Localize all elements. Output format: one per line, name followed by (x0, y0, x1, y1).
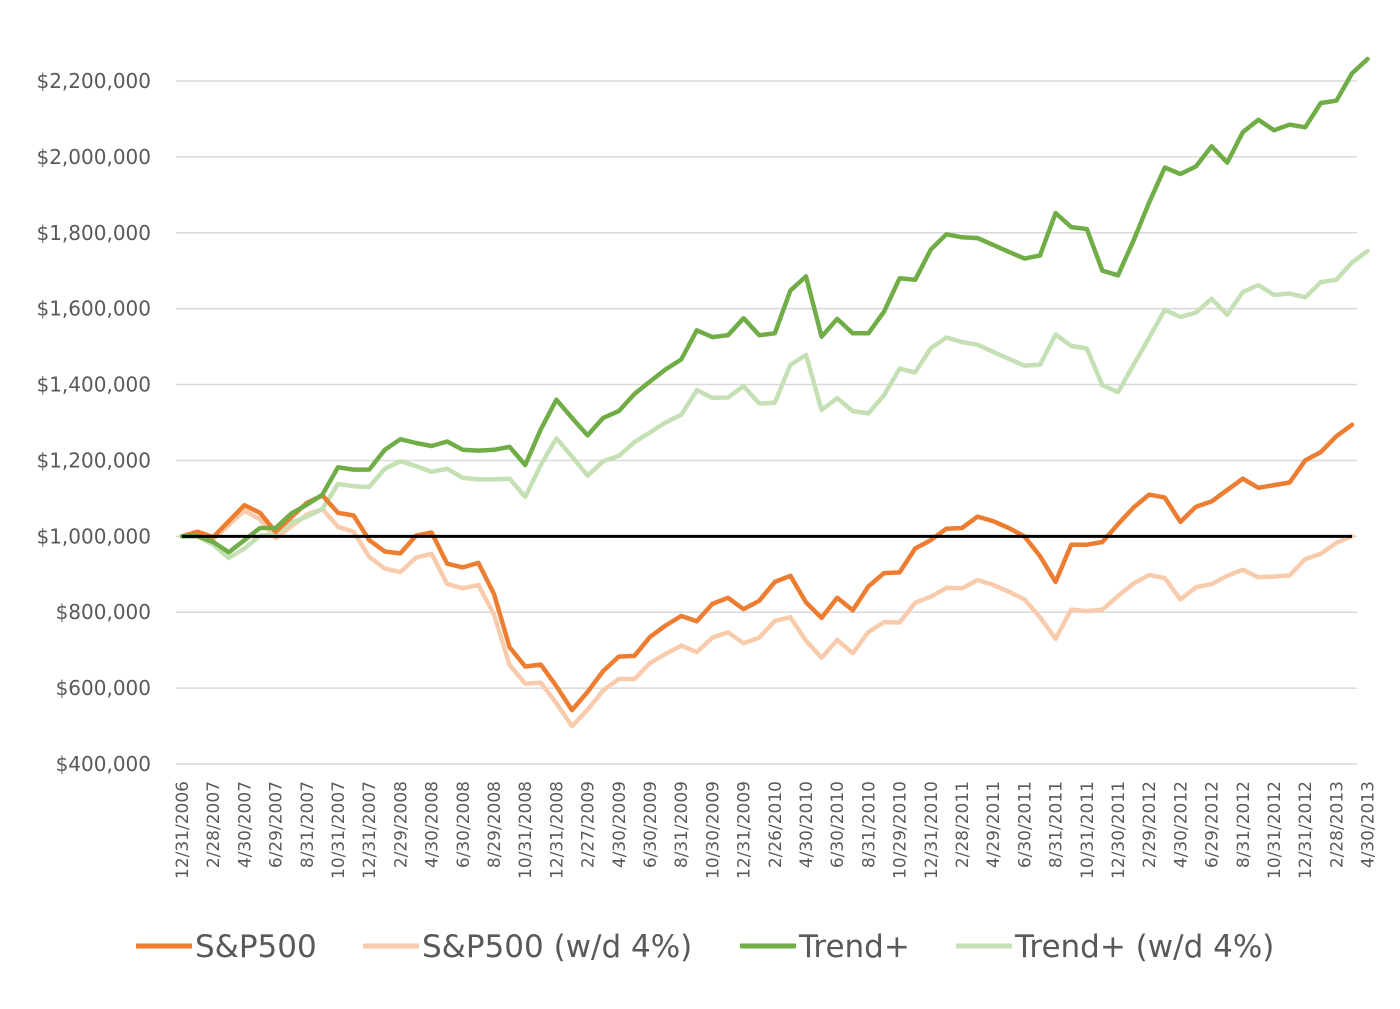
x-tick-label: 12/31/2008 (547, 781, 567, 879)
legend-item: Trend+ (w/d 4%) (956, 929, 1274, 965)
x-tick-label: 2/28/2013 (1327, 781, 1347, 868)
legend: S&P500 S&P500 (w/d 4%) Trend+ Trend+ (w/d 4… (136, 929, 1274, 965)
y-axis-tick-labels: $400,000 $600,000 $800,000 $1,000,000 $1,200… (36, 69, 151, 776)
x-tick-label: 2/28/2011 (953, 781, 973, 868)
x-tick-label: 8/31/2011 (1047, 781, 1067, 868)
x-tick-label: 6/30/2008 (454, 781, 474, 868)
x-tick-label: 10/29/2010 (891, 781, 911, 879)
legend-label: S&P500 (w/d 4%) (422, 929, 692, 965)
x-tick-label: 12/31/2007 (360, 781, 380, 879)
y-tick-label: $2,000,000 (36, 145, 151, 169)
x-tick-label: 4/30/2009 (610, 781, 630, 868)
legend-label: S&P500 (195, 929, 317, 965)
x-tick-label: 10/30/2009 (703, 781, 723, 879)
y-tick-label: $400,000 (56, 752, 151, 776)
x-tick-label: 2/27/2009 (579, 781, 599, 868)
x-tick-label: 8/31/2007 (298, 781, 318, 868)
x-tick-label: 4/29/2011 (984, 781, 1004, 868)
legend-item: S&P500 (136, 929, 317, 965)
x-tick-label: 4/30/2013 (1359, 781, 1379, 868)
x-tick-label: 10/31/2008 (516, 781, 536, 879)
y-tick-label: $1,000,000 (36, 524, 151, 548)
x-tick-label: 12/31/2010 (922, 781, 942, 879)
legend-label: Trend+ (798, 929, 910, 965)
y-tick-label: $1,600,000 (36, 297, 151, 321)
x-tick-label: 8/31/2010 (859, 781, 879, 868)
x-tick-label: 6/30/2009 (641, 781, 661, 868)
x-tick-label: 12/30/2011 (1109, 781, 1129, 879)
x-tick-label: 8/31/2009 (672, 781, 692, 868)
y-tick-label: $1,800,000 (36, 221, 151, 245)
x-tick-label: 2/26/2010 (766, 781, 786, 868)
legend-item: Trend+ (740, 929, 910, 965)
x-tick-label: 6/29/2007 (267, 781, 287, 868)
x-tick-label: 6/29/2012 (1203, 781, 1223, 868)
x-tick-label: 10/31/2007 (329, 781, 349, 879)
series-lines (179, 56, 1370, 729)
x-axis-tick-labels: 12/31/2006 2/28/2007 4/30/2007 6/29/2007 8/3… (173, 781, 1379, 879)
x-tick-label: 4/30/2010 (797, 781, 817, 868)
y-tick-label: $600,000 (56, 676, 151, 700)
x-tick-label: 4/30/2008 (423, 781, 443, 868)
series-line-trend (179, 56, 1370, 555)
x-tick-label: 10/31/2011 (1078, 781, 1098, 879)
gridlines (176, 80, 1357, 765)
legend-label: Trend+ (w/d 4%) (1014, 929, 1274, 965)
legend-item: S&P500 (w/d 4%) (363, 929, 692, 965)
x-tick-label: 6/30/2010 (828, 781, 848, 868)
x-tick-label: 6/30/2011 (1015, 781, 1035, 868)
x-tick-label: 12/31/2006 (173, 781, 193, 879)
x-tick-label: 4/30/2012 (1171, 781, 1191, 868)
x-tick-label: 12/31/2012 (1296, 781, 1316, 879)
x-tick-label: 2/29/2012 (1140, 781, 1160, 868)
x-tick-label: 2/28/2007 (204, 781, 224, 868)
x-tick-label: 10/31/2012 (1265, 781, 1285, 879)
y-tick-label: $1,200,000 (36, 448, 151, 472)
x-tick-label: 2/29/2008 (391, 781, 411, 868)
series-line-s-p500-w-d-4 (179, 506, 1355, 729)
series-line-s-p500 (179, 422, 1355, 713)
x-tick-label: 12/31/2009 (735, 781, 755, 879)
y-tick-label: $800,000 (56, 600, 151, 624)
y-tick-label: $2,200,000 (36, 69, 151, 93)
x-tick-label: 8/29/2008 (485, 781, 505, 868)
x-tick-label: 4/30/2007 (235, 781, 255, 868)
x-tick-label: 8/31/2012 (1234, 781, 1254, 868)
series-line-trend-w-d-4 (179, 248, 1370, 561)
y-tick-label: $1,400,000 (36, 373, 151, 397)
